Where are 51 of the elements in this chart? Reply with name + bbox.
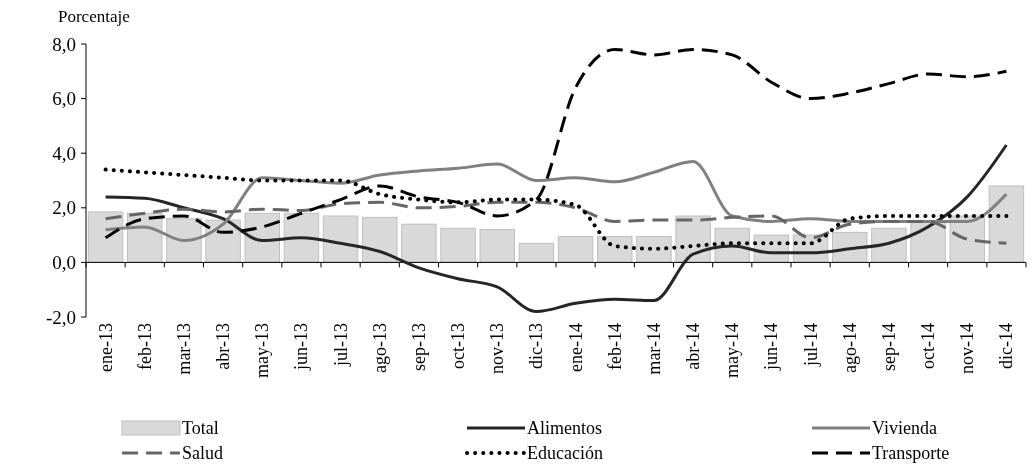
x-tick-label: may-13 xyxy=(252,323,273,378)
x-tick-label: nov-14 xyxy=(957,323,978,374)
y-tick-label: 2,0 xyxy=(52,197,76,219)
bar xyxy=(401,223,437,263)
line-series xyxy=(104,143,1008,314)
bar xyxy=(440,227,476,263)
bar xyxy=(87,211,124,263)
bar xyxy=(597,235,633,263)
legend-label: Salud xyxy=(182,443,224,464)
x-tick-label: nov-13 xyxy=(487,323,508,374)
x-tick-label: may-14 xyxy=(722,323,743,378)
x-tick-label: oct-14 xyxy=(918,323,939,369)
x-tick-label: dic-13 xyxy=(526,323,547,369)
x-tick-label: jun-13 xyxy=(291,323,312,371)
x-tick-label: feb-14 xyxy=(604,323,625,370)
bar xyxy=(636,235,672,263)
x-tick-label: abr-14 xyxy=(683,323,704,370)
y-tick-label: 0,0 xyxy=(52,252,76,274)
bar xyxy=(166,218,202,263)
legend-label: Vivienda xyxy=(872,418,937,439)
x-tick-label: sep-13 xyxy=(408,323,429,371)
line-series xyxy=(104,200,1008,245)
x-tick-label: sep-14 xyxy=(878,323,899,371)
x-tick-label: feb-13 xyxy=(134,323,155,370)
bar xyxy=(322,215,359,263)
y-tick-label: -2,0 xyxy=(45,306,76,328)
bar xyxy=(518,242,555,263)
bar xyxy=(479,229,515,263)
x-tick-label: jun-14 xyxy=(761,323,782,371)
x-tick-label: jul-13 xyxy=(330,323,351,367)
x-tick-label: mar-13 xyxy=(173,323,194,375)
x-tick-label: abr-13 xyxy=(213,323,234,370)
legend-label: Transporte xyxy=(872,443,950,464)
y-tick-label: 8,0 xyxy=(52,33,76,55)
legend-label: Educación xyxy=(527,443,603,464)
x-tick-label: ago-14 xyxy=(839,323,860,373)
y-tick-label: 4,0 xyxy=(52,142,76,164)
bar xyxy=(557,235,594,263)
x-tick-label: oct-13 xyxy=(448,323,469,369)
legend-label: Total xyxy=(182,418,219,439)
x-tick-label: mar-14 xyxy=(643,323,664,375)
y-axis-title: Porcentaje xyxy=(58,7,130,26)
bar xyxy=(362,216,398,263)
y-tick-label: 6,0 xyxy=(52,88,76,110)
x-tick-label: ago-13 xyxy=(369,323,390,373)
x-tick-label: ene-13 xyxy=(95,323,116,372)
x-tick-label: dic-14 xyxy=(996,323,1017,369)
x-tick-label: jul-14 xyxy=(800,323,821,367)
legend-label: Alimentos xyxy=(527,418,602,439)
bar xyxy=(988,185,1025,263)
x-tick-label: ene-14 xyxy=(565,323,586,372)
